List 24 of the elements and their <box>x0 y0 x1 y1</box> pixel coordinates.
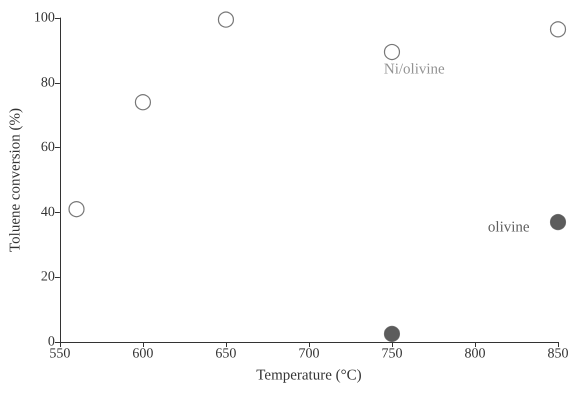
point <box>550 214 566 230</box>
point <box>384 326 400 342</box>
x-tick-label: 700 <box>298 346 320 362</box>
y-tick-label: 100 <box>34 10 55 26</box>
y-axis-title: Toluene conversion (%) <box>8 108 24 252</box>
y-tick-label: 20 <box>40 270 55 285</box>
point <box>134 94 152 110</box>
y-tick-label: 40 <box>40 204 55 220</box>
point <box>68 201 85 218</box>
x-tick-label: 850 <box>548 346 568 362</box>
y-tick-label: 0 <box>48 334 55 350</box>
point <box>384 44 400 60</box>
x-tick-label: 650 <box>215 346 236 362</box>
x-tick-label: 600 <box>132 346 154 362</box>
x-axis-title: Temperature (°C) <box>256 368 362 384</box>
x-tick-label: 800 <box>464 346 486 362</box>
point <box>218 12 234 28</box>
series-label: olivine <box>488 220 530 236</box>
x-tick-label: 750 <box>381 346 402 362</box>
y-tick-label: 80 <box>40 75 55 90</box>
series-label: Ni/olivine <box>384 61 446 78</box>
point <box>550 21 566 38</box>
x-tick-label: 550 <box>49 346 70 362</box>
y-tick-label: 60 <box>40 140 55 156</box>
